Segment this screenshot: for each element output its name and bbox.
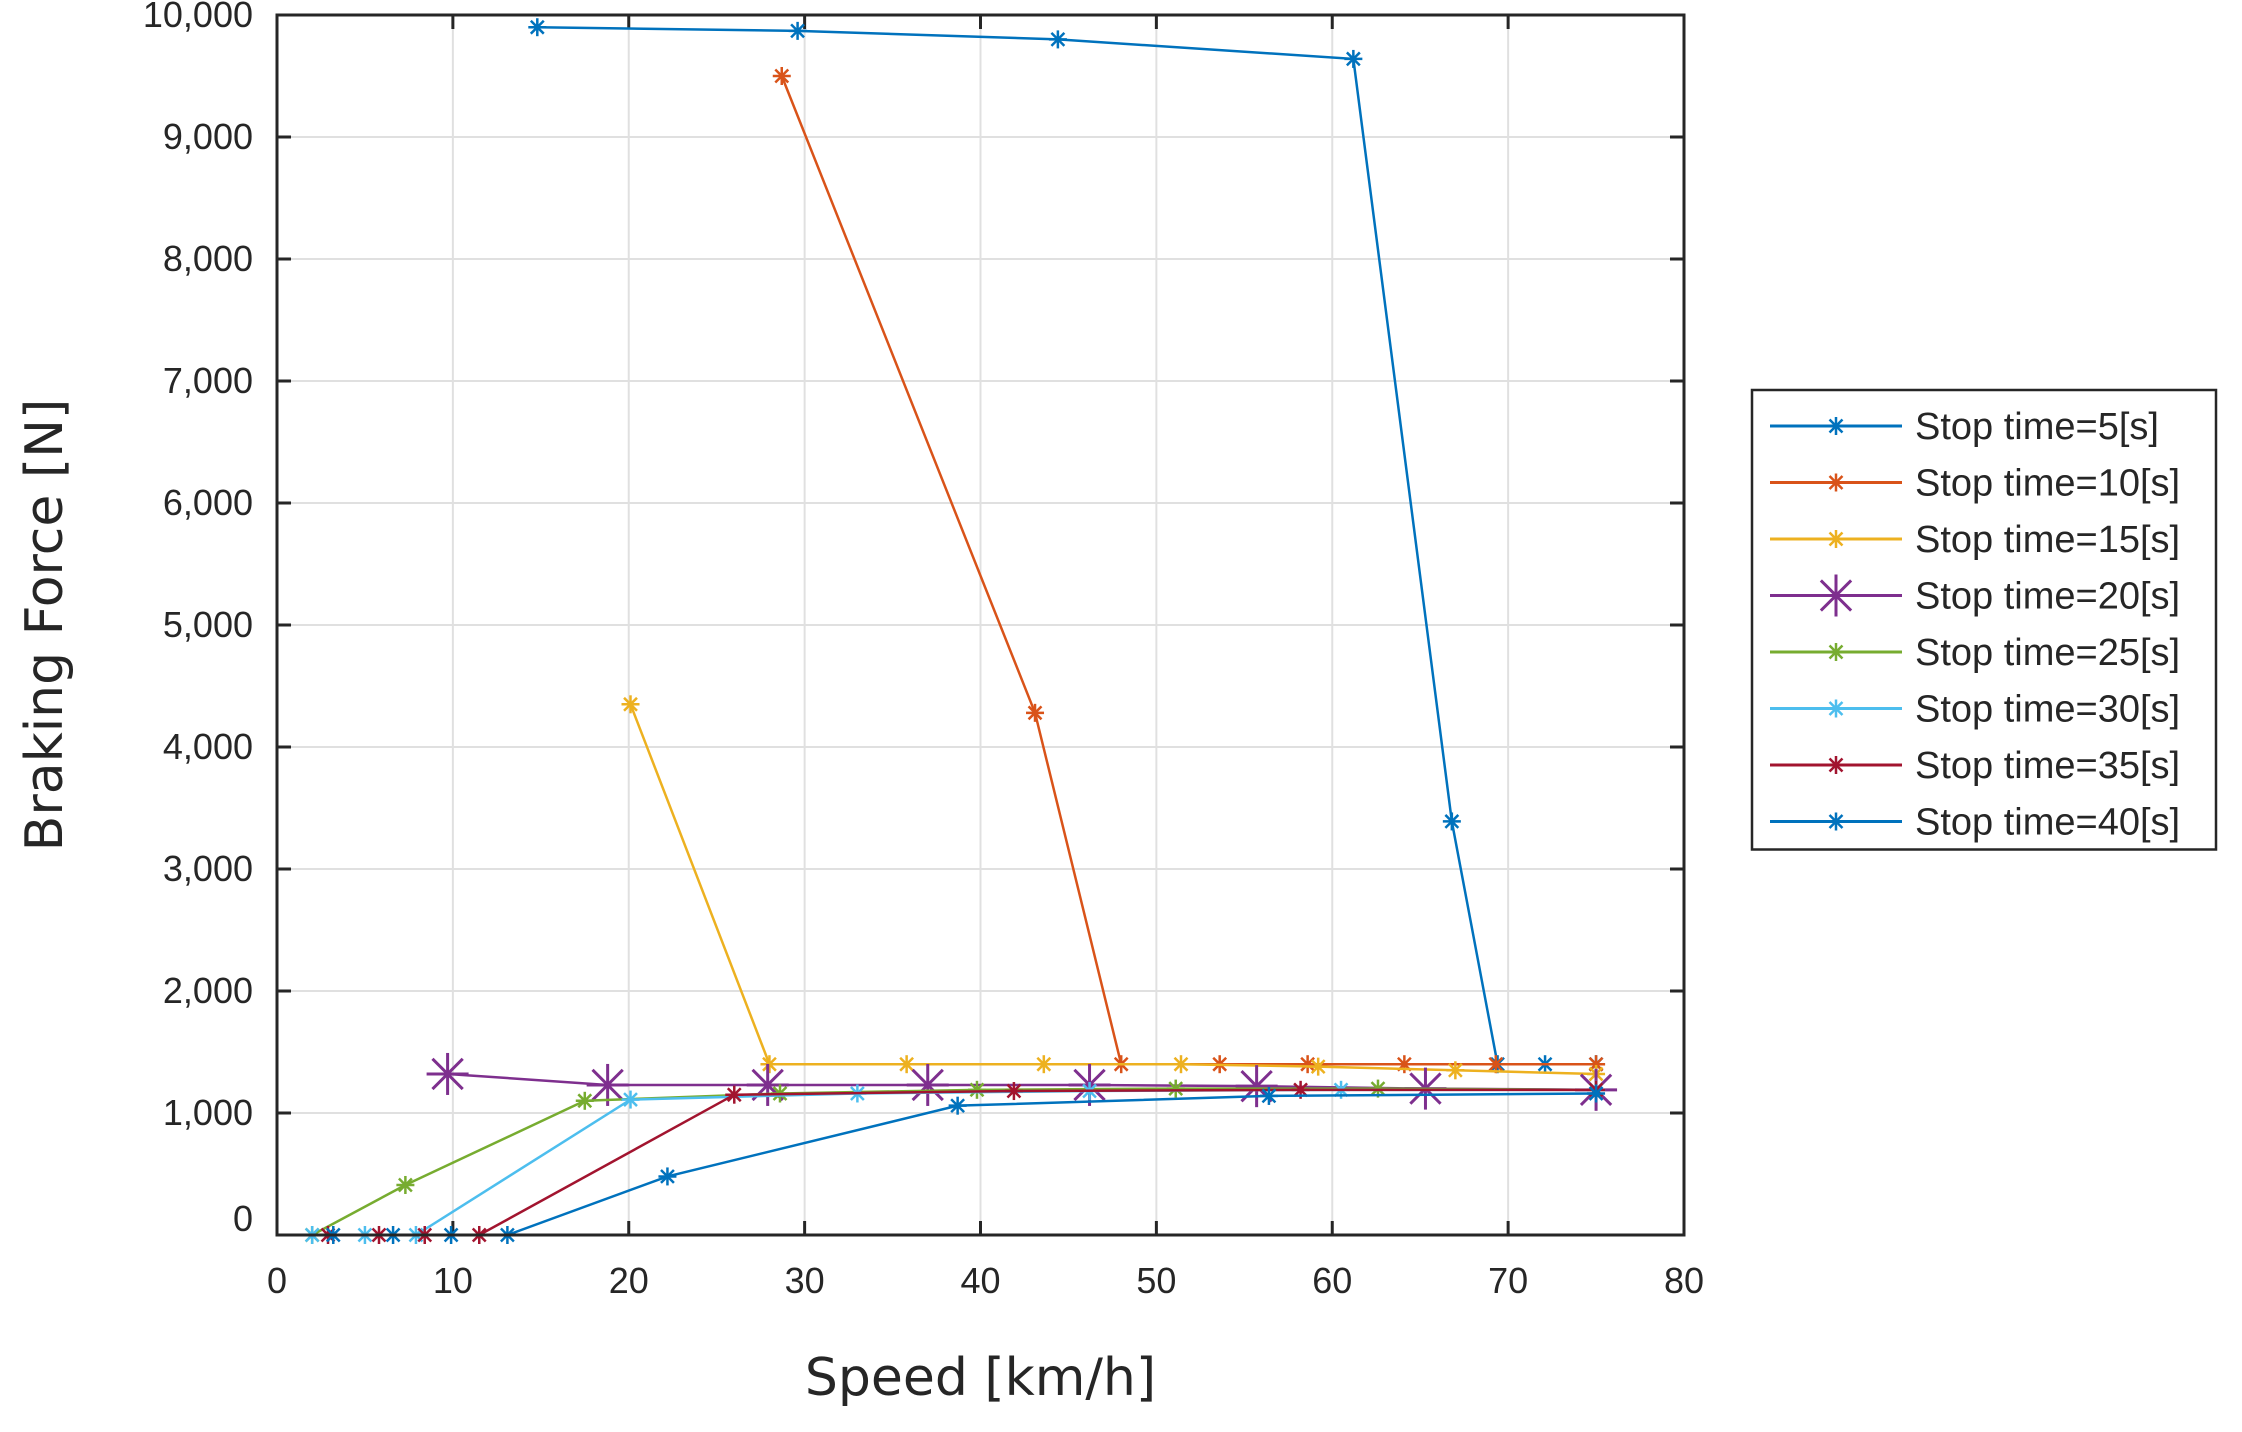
legend-marker xyxy=(1827,812,1845,831)
y-tick-label: 9,000 xyxy=(163,116,253,157)
plot-frame xyxy=(275,13,1686,1237)
legend-marker xyxy=(1815,574,1857,617)
series-stop-time-20-s- xyxy=(426,1052,1618,1111)
legend-entry: Stop time=40[s] xyxy=(1770,802,2180,844)
y-tick-label: 7,000 xyxy=(163,360,253,401)
legend-marker xyxy=(1827,643,1845,661)
x-tick-label: 30 xyxy=(785,1260,825,1301)
plot-series xyxy=(303,18,1618,1244)
x-tick-label: 10 xyxy=(433,1260,473,1301)
data-point xyxy=(1298,1055,1317,1074)
data-point xyxy=(1259,1086,1278,1105)
data-point xyxy=(772,67,791,85)
data-point xyxy=(906,1063,949,1106)
x-tick-label: 20 xyxy=(609,1260,649,1301)
y-tick-label: 8,000 xyxy=(163,238,253,279)
data-point xyxy=(788,21,807,40)
legend-label: Stop time=35[s] xyxy=(1915,745,2180,787)
legend-entry: Stop time=25[s] xyxy=(1770,632,2180,674)
data-point xyxy=(746,1063,789,1106)
series-stop-time-15-s- xyxy=(621,695,1606,1083)
x-tick-label: 40 xyxy=(960,1260,1000,1301)
data-point xyxy=(1446,1061,1465,1080)
data-point xyxy=(1442,812,1461,831)
series-stop-time-25-s- xyxy=(303,1079,1606,1244)
x-tick-label: 50 xyxy=(1136,1260,1176,1301)
legend-label: Stop time=40[s] xyxy=(1915,802,2180,844)
tick-labels: 0 10 20 30 40 50 60 70 80 0 1,000 2,000 3,000 4,000 5,… xyxy=(143,0,1704,1301)
data-point xyxy=(1395,1055,1414,1074)
legend-entry: Stop time=10[s] xyxy=(1770,463,2180,505)
legend-entry: Stop time=5[s] xyxy=(1770,406,2159,448)
y-tick-label: 10,000 xyxy=(143,0,253,35)
data-point xyxy=(1034,1055,1053,1074)
grid xyxy=(277,15,1684,1235)
data-point xyxy=(575,1091,594,1110)
x-tick-label: 70 xyxy=(1488,1260,1528,1301)
y-tick-label: 0 xyxy=(233,1198,253,1239)
data-point xyxy=(586,1063,629,1106)
legend-box xyxy=(1750,388,2218,851)
legend-marker xyxy=(1827,756,1845,774)
legend-marker xyxy=(1827,473,1845,492)
data-point xyxy=(1235,1065,1278,1108)
legend-label: Stop time=30[s] xyxy=(1915,689,2180,731)
data-point xyxy=(1344,49,1363,68)
y-tick-label: 3,000 xyxy=(163,848,253,889)
data-point xyxy=(967,1080,986,1099)
y-tick-label: 2,000 xyxy=(163,970,253,1011)
data-point xyxy=(1026,703,1045,722)
legend-entry: Stop time=15[s] xyxy=(1770,519,2180,561)
data-point xyxy=(396,1175,415,1194)
series-stop-time-40-s- xyxy=(324,1084,1606,1244)
x-axis-title: Speed [km/h] xyxy=(805,1348,1156,1408)
legend-entry: Stop time=20[s] xyxy=(1770,574,2180,618)
legend-entry: Stop time=35[s] xyxy=(1770,745,2180,787)
series-line xyxy=(780,75,1597,1066)
y-tick-label: 1,000 xyxy=(163,1092,253,1133)
y-tick-label: 5,000 xyxy=(163,604,253,645)
legend-marker xyxy=(1827,530,1845,548)
legend-marker xyxy=(1827,699,1845,718)
data-point xyxy=(1171,1055,1190,1074)
y-axis-title: Braking Force [N] xyxy=(15,399,75,852)
data-point xyxy=(426,1052,469,1095)
y-tick-label: 6,000 xyxy=(163,482,253,523)
x-tick-label: 60 xyxy=(1312,1260,1352,1301)
series-line xyxy=(629,703,1597,1076)
data-point xyxy=(948,1096,967,1115)
legend-entry: Stop time=30[s] xyxy=(1770,689,2180,731)
series-line xyxy=(537,25,1597,1066)
data-point xyxy=(1587,1084,1606,1103)
data-point xyxy=(1309,1057,1328,1076)
legend-label: Stop time=25[s] xyxy=(1915,632,2180,674)
series-line xyxy=(333,1092,1597,1237)
series-stop-time-5-s- xyxy=(528,18,1606,1074)
legend-marker xyxy=(1827,417,1845,435)
legend-label: Stop time=5[s] xyxy=(1915,406,2159,448)
data-point xyxy=(760,1055,779,1074)
data-point xyxy=(1004,1082,1023,1101)
data-point xyxy=(1166,1079,1185,1098)
y-tick-label: 4,000 xyxy=(163,726,253,767)
data-point xyxy=(897,1055,916,1074)
x-tick-label: 80 xyxy=(1664,1260,1704,1301)
legend-label: Stop time=10[s] xyxy=(1915,463,2180,505)
data-point xyxy=(621,695,640,714)
data-point xyxy=(725,1085,744,1104)
legend: Stop time=5[s] Stop time=10[s] Stop time=1… xyxy=(1750,388,2218,851)
data-point xyxy=(658,1167,677,1186)
series-line xyxy=(312,1088,1597,1237)
data-point xyxy=(621,1090,640,1109)
series-stop-time-10-s- xyxy=(772,67,1606,1074)
legend-label: Stop time=20[s] xyxy=(1915,576,2180,618)
x-tick-label: 0 xyxy=(267,1260,287,1301)
data-point xyxy=(528,18,547,37)
legend-label: Stop time=15[s] xyxy=(1915,519,2180,561)
data-point xyxy=(1048,30,1067,49)
